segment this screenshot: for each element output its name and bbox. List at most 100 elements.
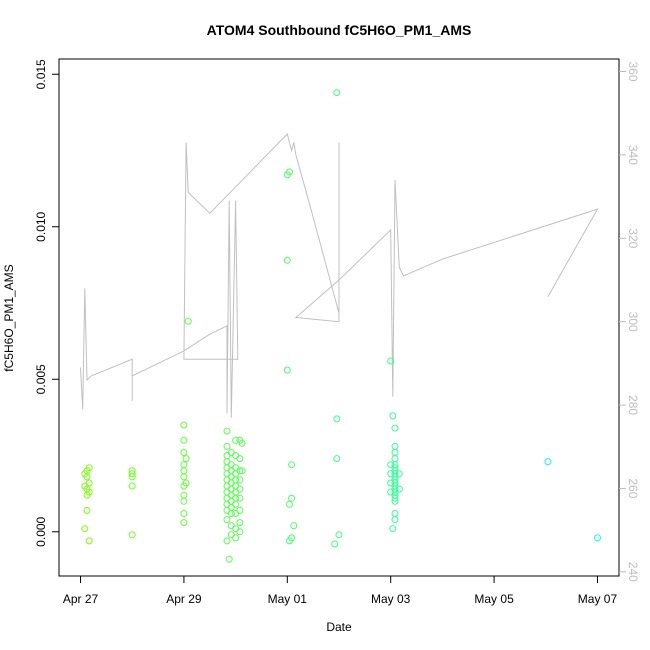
data-point <box>236 528 244 536</box>
data-point <box>391 497 399 505</box>
data-point <box>236 506 244 514</box>
data-point <box>223 506 231 514</box>
data-point <box>227 449 235 456</box>
data-point <box>387 357 395 365</box>
data-point <box>227 531 235 539</box>
data-point <box>594 534 601 542</box>
data-point <box>128 482 136 490</box>
x-tick-label: Apr 27 <box>63 592 99 606</box>
data-point <box>236 485 244 493</box>
data-point <box>81 525 89 533</box>
x-tick-label: May 01 <box>268 592 308 606</box>
data-point <box>227 479 235 487</box>
data-point <box>180 467 188 475</box>
data-point <box>223 494 231 502</box>
data-point <box>387 461 395 469</box>
y-tick-label: 0.015 <box>34 59 48 89</box>
data-point <box>391 510 399 517</box>
data-point <box>227 485 235 493</box>
data-point <box>85 479 93 487</box>
data-point <box>290 522 298 530</box>
data-point <box>227 491 235 499</box>
axes-layer: Apr 27 Apr 29 May 01 May 03 May 05 May 07 0.00… <box>34 59 640 606</box>
data-point <box>286 500 293 508</box>
data-point <box>227 522 235 530</box>
data-point <box>232 534 240 542</box>
data-point <box>236 494 244 502</box>
y-tick-label: 0.005 <box>34 364 48 394</box>
data-point <box>238 467 246 475</box>
data-point <box>331 540 339 548</box>
data-point <box>389 412 397 420</box>
x-axis-label: Date <box>326 620 352 634</box>
data-point <box>391 494 399 502</box>
y-tick-label: 0.010 <box>34 211 48 241</box>
data-point <box>391 516 399 524</box>
data-point <box>83 491 91 499</box>
x-tick-label: May 07 <box>578 592 618 606</box>
data-point <box>223 476 231 484</box>
data-point <box>83 473 91 481</box>
y-tick-label: 0.000 <box>34 516 48 546</box>
data-point <box>387 479 395 487</box>
data-point <box>227 503 235 511</box>
data-point <box>180 491 188 499</box>
data-point <box>232 488 240 496</box>
y-axis-label: fC5H6O_PM1_AMS <box>2 264 16 371</box>
data-point <box>335 531 343 539</box>
data-point <box>232 510 240 517</box>
data-point <box>387 470 395 478</box>
data-point <box>391 449 399 456</box>
data-point <box>223 482 231 490</box>
data-point <box>223 458 231 466</box>
data-point <box>395 485 403 493</box>
data-point <box>85 537 93 545</box>
data-point <box>238 439 246 447</box>
y2-tick-label: 280 <box>626 395 640 415</box>
data-point <box>283 366 291 374</box>
data-point <box>180 473 188 481</box>
data-point <box>223 500 231 508</box>
data-point <box>236 455 244 463</box>
data-point <box>223 452 231 459</box>
data-point <box>85 464 93 472</box>
data-point <box>180 421 188 429</box>
data-point <box>223 470 231 478</box>
series-line <box>80 133 599 418</box>
data-point <box>223 516 231 524</box>
x-tick-label: May 05 <box>474 592 514 606</box>
data-point <box>223 442 231 450</box>
data-point <box>180 497 188 505</box>
x-tick-label: Apr 29 <box>166 592 202 606</box>
data-point <box>333 455 341 463</box>
data-point <box>232 452 240 459</box>
data-point <box>180 519 188 527</box>
y2-tick-label: 340 <box>626 145 640 165</box>
data-point <box>227 473 235 481</box>
data-point <box>391 455 399 463</box>
data-point <box>128 473 136 481</box>
data-point <box>232 525 240 533</box>
data-point <box>223 427 231 435</box>
data-point <box>389 525 397 533</box>
data-point <box>180 449 188 456</box>
data-point <box>232 436 240 444</box>
data-point <box>128 531 136 539</box>
data-point <box>236 467 244 475</box>
y2-tick-label: 320 <box>626 228 640 248</box>
data-point <box>288 461 296 469</box>
data-point <box>232 482 240 490</box>
data-point <box>232 470 240 478</box>
data-point <box>223 464 231 472</box>
data-point <box>223 488 231 496</box>
data-point <box>223 537 231 545</box>
data-point <box>227 497 235 505</box>
data-point <box>391 442 399 450</box>
y2-tick-label: 300 <box>626 312 640 332</box>
data-point <box>180 510 188 517</box>
data-point <box>225 555 233 563</box>
data-point <box>236 519 244 527</box>
data-point <box>288 494 296 502</box>
data-point <box>180 461 188 469</box>
